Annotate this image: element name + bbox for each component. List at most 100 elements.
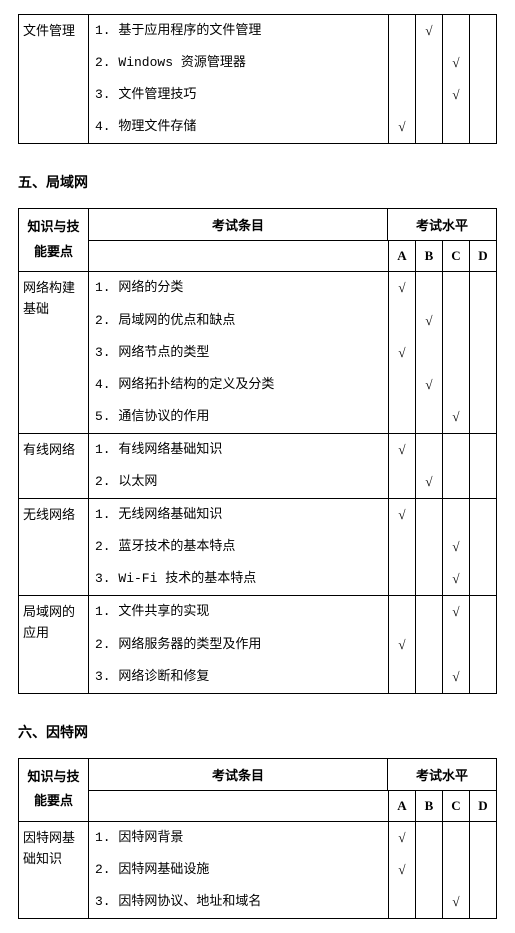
item-text: 2. 局域网的优点和缺点	[89, 305, 388, 337]
check-cell-c	[442, 337, 469, 369]
fragment-knowledge: 文件管理	[23, 23, 75, 38]
header-content-level: 考试条目考试水平	[89, 758, 497, 790]
check-cell-d	[469, 369, 496, 401]
item-text: 3. 因特网协议、地址和域名	[89, 886, 388, 918]
header-level-a: A	[388, 791, 415, 821]
header-knowledge: 知识与技能要点	[19, 209, 89, 272]
header-spacer	[89, 791, 388, 821]
item-text: 4. 网络拓扑结构的定义及分类	[89, 369, 388, 401]
check-cell-c: √	[442, 47, 469, 79]
check-cell-d	[469, 466, 496, 498]
check-cell-d	[469, 79, 496, 111]
check-cell-b	[415, 563, 442, 595]
header-content: 考试条目	[89, 209, 387, 240]
item-row: 2. 局域网的优点和缺点√	[89, 305, 496, 337]
check-cell-b	[415, 434, 442, 466]
check-cell-d	[469, 47, 496, 79]
check-cell-c	[442, 629, 469, 661]
check-cell-c: √	[442, 563, 469, 595]
check-cell-d	[469, 272, 496, 304]
check-cell-d	[469, 629, 496, 661]
knowledge-cell: 无线网络	[19, 499, 89, 596]
item-text: 3. 网络诊断和修复	[89, 661, 388, 693]
item-row: 1. 无线网络基础知识√	[89, 499, 496, 531]
header-level: 考试水平	[387, 759, 496, 790]
header-level-b: B	[415, 241, 442, 271]
item-text: 3. Wi-Fi 技术的基本特点	[89, 563, 388, 595]
check-cell-a	[388, 563, 415, 595]
header-levels-row: ABCD	[89, 241, 497, 272]
item-text: 1. 基于应用程序的文件管理	[89, 15, 388, 47]
check-cell-c	[442, 466, 469, 498]
check-cell-c: √	[442, 596, 469, 628]
check-cell-a	[388, 596, 415, 628]
check-cell-b: √	[415, 369, 442, 401]
check-cell-b	[415, 661, 442, 693]
check-cell-b	[415, 111, 442, 143]
item-text: 4. 物理文件存储	[89, 111, 388, 143]
header-levels-row: ABCD	[89, 790, 497, 821]
check-cell-d	[469, 111, 496, 143]
check-cell-b: √	[415, 15, 442, 47]
check-cell-c: √	[442, 886, 469, 918]
item-row: 3. Wi-Fi 技术的基本特点 √	[89, 563, 496, 595]
check-cell-d	[469, 596, 496, 628]
check-cell-c	[442, 369, 469, 401]
check-cell-a: √	[388, 854, 415, 886]
header-content: 考试条目	[89, 759, 387, 790]
check-cell-d	[469, 499, 496, 531]
knowledge-cell: 网络构建基础	[19, 272, 89, 433]
item-text: 3. 网络节点的类型	[89, 337, 388, 369]
header-level-a: A	[388, 241, 415, 271]
header-level-d: D	[469, 241, 496, 271]
items-cell: 1. 文件共享的实现√2. 网络服务器的类型及作用√3. 网络诊断和修复√	[89, 596, 497, 693]
check-cell-c	[442, 499, 469, 531]
check-cell-d	[469, 563, 496, 595]
item-row: 3. 网络诊断和修复√	[89, 661, 496, 693]
items-cell: 1. 因特网背景√2. 因特网基础设施√3. 因特网协议、地址和域名√	[89, 821, 497, 918]
check-cell-a: √	[388, 111, 415, 143]
knowledge-cell: 局域网的应用	[19, 596, 89, 693]
section5-table: 知识与技能要点考试条目考试水平ABCD网络构建基础1. 网络的分类√2. 局域网…	[18, 208, 497, 693]
check-cell-b	[415, 337, 442, 369]
item-row: 2. 因特网基础设施√	[89, 854, 496, 886]
item-text: 5. 通信协议的作用	[89, 401, 388, 433]
header-level-d: D	[469, 791, 496, 821]
check-cell-c: √	[442, 79, 469, 111]
fragment-table: 文件管理 1. 基于应用程序的文件管理√2. Windows 资源管理器√3. …	[18, 14, 497, 144]
header-knowledge: 知识与技能要点	[19, 758, 89, 821]
check-cell-a	[388, 661, 415, 693]
check-cell-a	[388, 79, 415, 111]
check-cell-a	[388, 47, 415, 79]
check-cell-d	[469, 661, 496, 693]
check-cell-d	[469, 822, 496, 854]
item-row: 3. 文件管理技巧√	[89, 79, 496, 111]
check-cell-c: √	[442, 531, 469, 563]
check-cell-d	[469, 337, 496, 369]
check-cell-d	[469, 401, 496, 433]
check-cell-d	[469, 434, 496, 466]
check-cell-a	[388, 369, 415, 401]
check-cell-b	[415, 886, 442, 918]
check-cell-b	[415, 47, 442, 79]
check-cell-a	[388, 305, 415, 337]
check-cell-c	[442, 15, 469, 47]
check-cell-a	[388, 15, 415, 47]
item-text: 1. 文件共享的实现	[89, 596, 388, 628]
check-cell-d	[469, 305, 496, 337]
check-cell-a: √	[388, 272, 415, 304]
item-text: 2. 网络服务器的类型及作用	[89, 629, 388, 661]
check-cell-c	[442, 272, 469, 304]
check-cell-d	[469, 531, 496, 563]
item-row: 1. 网络的分类√	[89, 272, 496, 304]
check-cell-b	[415, 854, 442, 886]
header-level-c: C	[442, 791, 469, 821]
section6-table: 知识与技能要点考试条目考试水平ABCD因特网基础知识1. 因特网背景√2. 因特…	[18, 758, 497, 919]
knowledge-cell: 有线网络	[19, 433, 89, 498]
item-row: 2. Windows 资源管理器 √	[89, 47, 496, 79]
check-cell-c	[442, 822, 469, 854]
item-row: 3. 因特网协议、地址和域名 √	[89, 886, 496, 918]
item-text: 1. 因特网背景	[89, 822, 388, 854]
item-text: 1. 有线网络基础知识	[89, 434, 388, 466]
item-text: 2. Windows 资源管理器	[89, 47, 388, 79]
